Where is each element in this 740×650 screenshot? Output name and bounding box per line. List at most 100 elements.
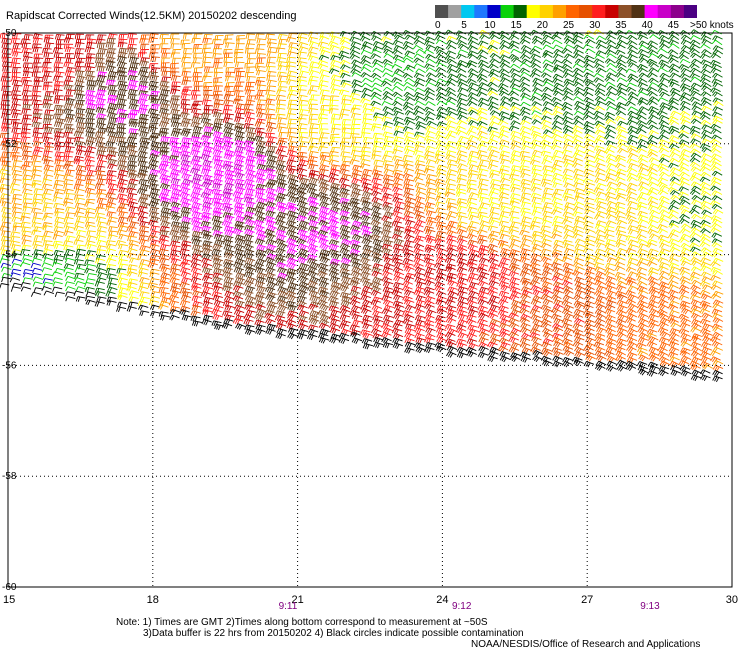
x-tick-label: 30 — [726, 594, 738, 606]
wind-barb — [213, 132, 223, 138]
wind-barb — [509, 229, 519, 234]
wind-barb — [532, 39, 542, 44]
wind-barb — [692, 347, 702, 353]
wind-barb — [394, 121, 404, 126]
wind-barb — [437, 309, 447, 315]
wind-barb — [490, 173, 500, 178]
wind-barb — [371, 206, 381, 213]
wind-barb — [201, 216, 211, 222]
wind-barb — [702, 147, 712, 152]
wind-barb — [266, 109, 275, 114]
wind-barb — [267, 76, 276, 81]
wind-barb — [12, 217, 22, 222]
wind-barb — [383, 281, 393, 287]
wind-barb — [127, 272, 137, 277]
wind-barb — [350, 93, 360, 98]
wind-barb — [679, 177, 689, 182]
wind-barb — [97, 198, 106, 203]
wind-barb — [107, 164, 117, 170]
wind-barb — [138, 108, 147, 114]
wind-barb — [479, 272, 489, 278]
wind-barb — [490, 110, 500, 115]
wind-barb — [383, 132, 393, 137]
wind-barb — [670, 177, 680, 182]
wind-barb — [107, 212, 116, 217]
wind-barb — [596, 192, 606, 197]
wind-barb — [585, 106, 595, 111]
wind-barb — [150, 231, 160, 237]
wind-barb — [33, 244, 43, 249]
wind-barb — [116, 132, 126, 138]
wind-barb — [106, 141, 115, 147]
wind-barb — [647, 371, 657, 377]
wind-barb — [21, 287, 31, 292]
wind-barb — [509, 347, 519, 353]
wind-barb — [605, 272, 615, 277]
wind-barb — [413, 238, 423, 244]
wind-barb — [22, 109, 31, 114]
wind-barb — [330, 155, 339, 160]
wind-barb — [361, 258, 371, 264]
wind-barb — [627, 35, 637, 40]
wind-barb — [85, 202, 95, 207]
wind-barb — [700, 182, 710, 187]
wind-barb — [553, 74, 563, 79]
wind-barb — [448, 280, 458, 286]
wind-barb — [75, 189, 85, 194]
wind-barb — [268, 137, 278, 143]
wind-barb — [446, 225, 456, 231]
wind-barb — [511, 187, 521, 192]
wind-barb — [392, 101, 402, 106]
wind-barb — [691, 342, 701, 348]
wind-barb — [54, 250, 64, 255]
wind-barb — [457, 239, 467, 245]
wind-barb — [648, 115, 658, 120]
wind-barb — [584, 149, 594, 154]
wind-barb — [373, 133, 382, 138]
wind-barb — [257, 39, 266, 44]
wind-barb — [488, 164, 498, 169]
wind-barb — [700, 167, 710, 172]
wind-barb — [700, 111, 710, 116]
wind-barb — [563, 267, 573, 273]
wind-barb — [574, 116, 584, 121]
y-tick-label: -52 — [2, 139, 17, 150]
wind-barb — [489, 267, 499, 273]
wind-barb — [520, 197, 530, 202]
wind-barb — [128, 113, 137, 119]
wind-barb — [33, 38, 42, 43]
wind-barb — [681, 35, 691, 40]
wind-barb — [584, 346, 594, 352]
wind-barb — [457, 36, 467, 41]
wind-barb — [457, 178, 467, 183]
wind-barb — [691, 375, 701, 381]
wind-barb — [466, 319, 476, 325]
wind-barb — [435, 31, 445, 36]
wind-barb — [151, 98, 161, 104]
wind-barb — [214, 164, 224, 170]
wind-barb — [129, 291, 139, 296]
wind-barb — [159, 239, 169, 245]
wind-barb — [458, 44, 468, 49]
wind-barb — [520, 87, 530, 92]
wind-barb — [521, 169, 531, 174]
wind-barb — [212, 309, 222, 315]
wind-barb — [531, 155, 541, 160]
wind-barb — [711, 129, 721, 134]
wind-barb — [308, 325, 318, 331]
wind-barb — [276, 95, 285, 100]
wind-barb — [66, 90, 75, 95]
wind-barb — [573, 64, 583, 68]
wind-barb — [541, 243, 551, 248]
wind-barb — [13, 174, 23, 179]
wind-barb — [425, 197, 435, 202]
wind-barb — [203, 301, 213, 307]
wind-barb — [522, 187, 532, 192]
wind-barb — [551, 308, 561, 314]
wind-barb — [416, 187, 426, 192]
wind-barb — [468, 45, 478, 50]
wind-barb — [129, 104, 139, 110]
wind-barb — [436, 87, 446, 92]
wind-barb — [435, 188, 445, 193]
wind-barb — [712, 313, 722, 318]
